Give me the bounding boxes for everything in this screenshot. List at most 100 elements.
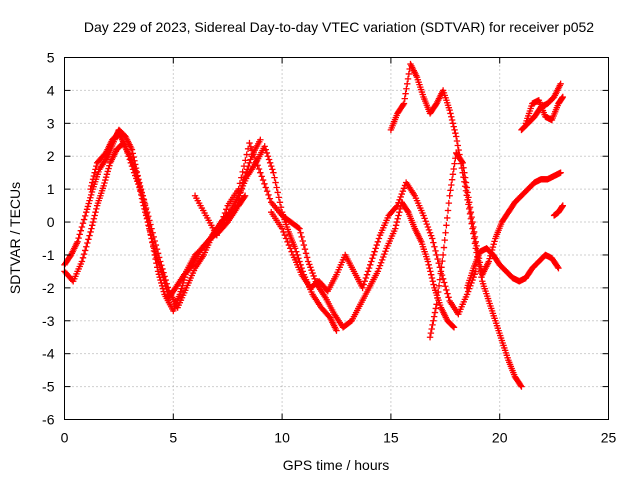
data-point [426,229,434,236]
data-point [392,225,399,232]
data-point [301,245,309,253]
data-point [295,224,302,232]
data-point [84,203,92,210]
data-point [404,80,411,88]
data-point [447,110,454,117]
x-axis-title: GPS time / hours [283,457,390,473]
data-point [450,165,457,173]
data-point [450,324,458,331]
data-point [92,208,99,216]
data-point [88,225,95,232]
data-point [159,265,166,273]
data-point [309,269,316,277]
data-point [427,329,435,337]
data-point [440,244,448,251]
data-point [216,224,223,232]
data-point [276,199,284,206]
data-point [214,228,222,235]
data-point [124,149,131,157]
data-point [248,147,256,154]
data-point [429,235,436,242]
data-point [246,139,253,147]
data-point [430,239,437,246]
data-point [442,283,449,290]
data-point [433,301,440,308]
data-point [150,233,157,241]
data-point [462,179,470,186]
y-tick-label: -4 [42,346,55,362]
data-point [427,268,434,275]
data-point [374,268,382,275]
data-point [302,250,310,257]
data-point [264,153,272,160]
data-point [333,327,340,334]
data-point [399,101,407,109]
data-point [81,247,89,254]
data-point [451,126,458,134]
data-point [147,221,154,228]
data-point [158,262,165,269]
data-point [557,80,564,88]
data-point [436,276,444,283]
data-point [375,265,383,272]
data-point [282,235,290,242]
data-point [441,236,448,244]
data-point [259,176,267,184]
data-point [439,251,447,259]
y-tick-label: 4 [47,82,55,98]
data-point [453,137,461,145]
data-point [491,238,498,245]
data-point [442,229,449,236]
data-point [257,169,264,176]
data-point [452,129,459,137]
data-point [238,174,245,181]
data-point [430,317,437,324]
data-point [250,150,257,158]
data-point [448,181,455,189]
data-point [128,146,136,153]
data-point [486,255,493,262]
data-point [146,217,153,224]
data-point [378,256,386,264]
data-point [425,261,432,269]
data-point [277,204,285,211]
data-point [375,235,383,242]
data-point [157,258,164,265]
data-point [278,225,286,232]
data-point [265,156,273,163]
data-point [241,192,249,199]
data-point [434,294,441,302]
data-point [89,218,97,226]
data-point [130,169,138,176]
data-point [81,212,89,220]
data-point [395,199,402,206]
data-point [102,176,109,184]
data-point [86,232,93,239]
data-point [443,286,450,294]
data-point [437,270,444,277]
data-point [403,85,410,92]
data-point [305,258,312,265]
data-point [396,208,403,216]
data-point [236,180,244,187]
data-point [443,222,450,229]
data-point [299,237,306,245]
data-point [221,209,229,217]
data-point [176,291,184,298]
data-point [363,271,371,278]
data-point [266,159,274,167]
data-point [235,185,242,193]
data-point [423,220,431,228]
data-point [470,223,477,231]
data-point [559,93,567,101]
data-point [106,162,113,169]
data-point [517,382,524,389]
data-point [376,262,384,269]
data-point [296,225,303,232]
data-point [395,212,402,219]
data-point [374,238,382,245]
data-point [362,274,370,282]
data-point [163,280,170,287]
data-point [449,323,457,330]
